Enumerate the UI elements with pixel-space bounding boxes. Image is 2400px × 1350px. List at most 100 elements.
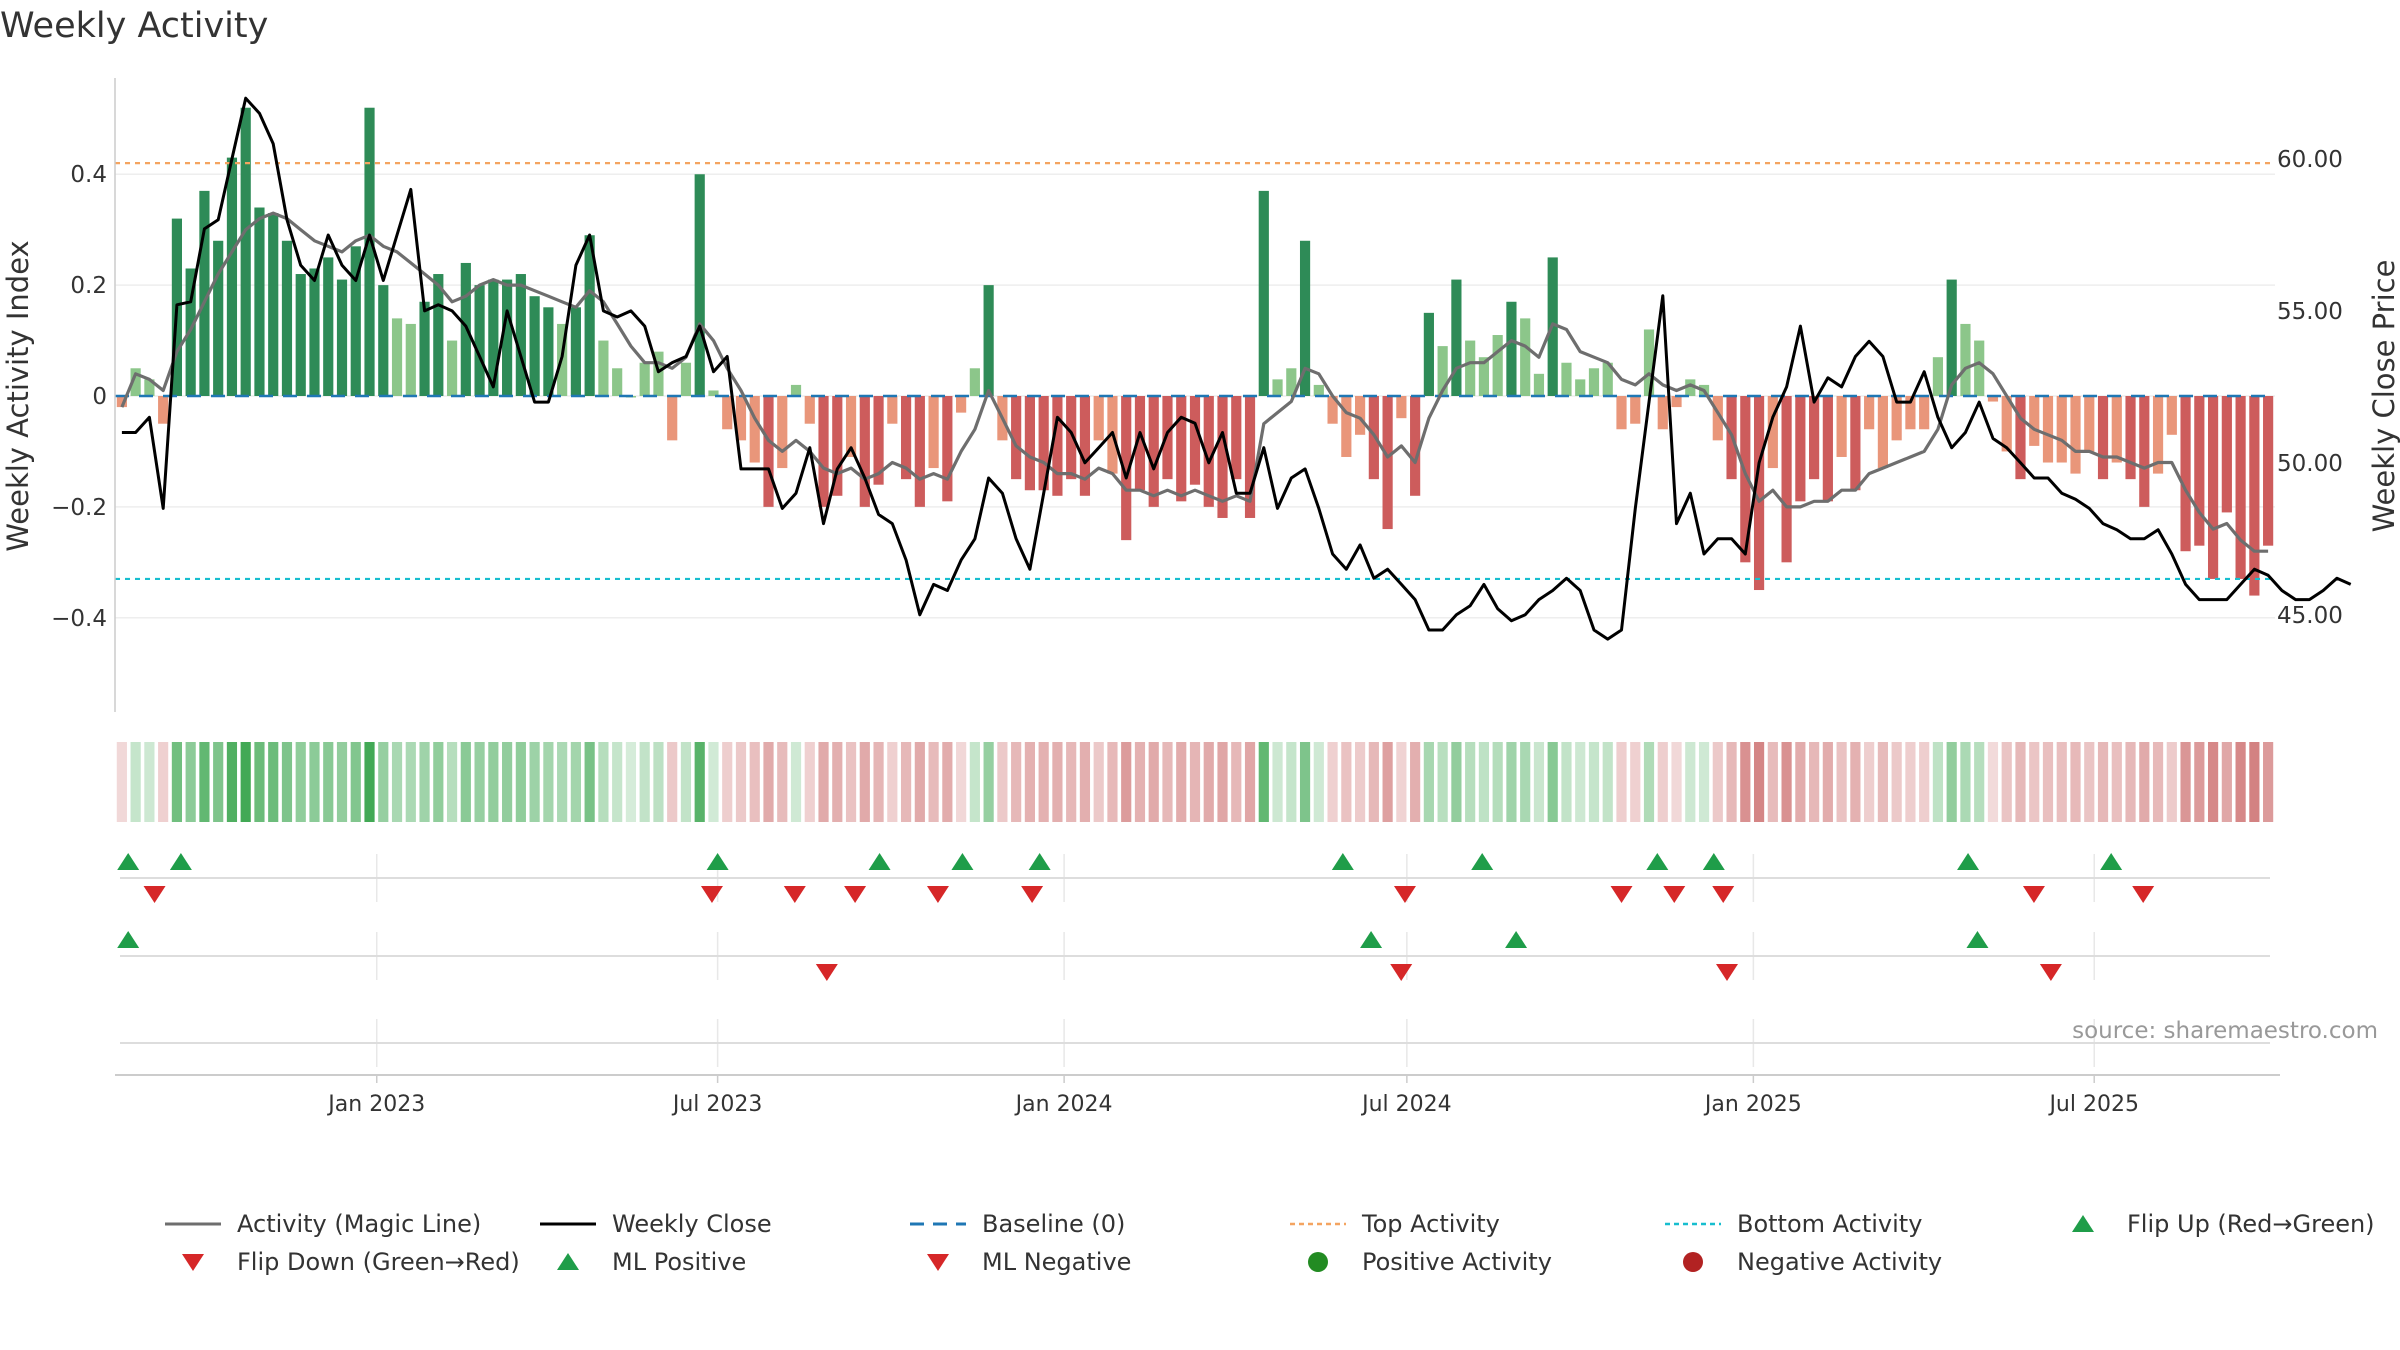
activity-heat-strip (116, 742, 2274, 822)
activity-bar (2029, 396, 2040, 446)
heat-cell (1107, 742, 1118, 822)
activity-bar (845, 396, 857, 457)
activity-bar (639, 362, 650, 396)
activity-bar (708, 390, 719, 396)
activity-bar (2249, 396, 2260, 596)
x-tick-label: Jul 2025 (2047, 1092, 2139, 1117)
flip-down-marker (1715, 964, 1738, 981)
heat-cell (653, 742, 664, 822)
activity-bar (2263, 396, 2274, 546)
heat-cell (1451, 742, 1462, 822)
activity-bar (1024, 396, 1035, 491)
flip-down-marker (815, 964, 838, 981)
heat-cell (722, 742, 733, 822)
heat-cell (2056, 742, 2067, 822)
activity-bar (1052, 396, 1063, 496)
activity-bar (1643, 329, 1655, 396)
heat-cell (2029, 742, 2040, 822)
heat-cell (1506, 742, 1517, 822)
flip-up-marker (1331, 853, 1354, 870)
activity-bar (1478, 357, 1490, 396)
flip-down-marker (1663, 886, 1686, 903)
heat-cell (557, 742, 568, 822)
activity-bar (199, 190, 210, 396)
heat-cell (1286, 742, 1297, 822)
heat-cell (1465, 742, 1476, 822)
activity-bar (1616, 396, 1627, 430)
activity-bar (116, 396, 127, 408)
heat-cell (1478, 742, 1490, 822)
activity-bar (2152, 396, 2164, 474)
flip-up-marker (1957, 853, 1980, 870)
heat-cell (336, 742, 348, 822)
heat-cell (639, 742, 650, 822)
activity-bars (116, 107, 2274, 596)
flip-down-marker (2039, 964, 2062, 981)
activity-bar (2180, 396, 2191, 552)
heat-cell (584, 742, 595, 822)
heat-cell (1753, 742, 1765, 822)
axes: −0.4 −0.2 0 0.2 0.4 45.00 50.00 55.00 60.00 Jan 2… (1, 78, 2400, 1117)
legend-label: Negative Activity (1737, 1248, 1942, 1276)
heat-cell (295, 742, 306, 822)
activity-bar (1520, 318, 1531, 396)
heat-cell (2180, 742, 2191, 822)
heat-cell (130, 742, 141, 822)
heat-cell (1148, 742, 1159, 822)
activity-bar (1423, 312, 1434, 396)
activity-bar (1657, 396, 1668, 430)
activity-bar (474, 285, 485, 396)
activity-bar (2084, 396, 2095, 452)
activity-bar (887, 396, 898, 424)
activity-bar (2166, 396, 2177, 435)
heat-cell (281, 742, 293, 822)
activity-bar (543, 307, 554, 396)
heat-cell (240, 742, 251, 822)
activity-bar (1932, 357, 1944, 396)
heat-cell (460, 742, 471, 822)
heat-cell (1162, 742, 1173, 822)
activity-bar (694, 174, 705, 396)
heat-cell (226, 742, 238, 822)
heat-cell (845, 742, 857, 822)
heat-cell (185, 742, 196, 822)
activity-bar (1327, 396, 1338, 424)
weekly-close-line (121, 96, 2352, 641)
heat-cell (1024, 742, 1035, 822)
activity-bar (281, 240, 293, 396)
activity-bar (1162, 396, 1173, 480)
activity-bar (2235, 396, 2246, 579)
heat-cell (213, 742, 224, 822)
heat-cell (502, 742, 513, 822)
activity-bar (1905, 396, 1916, 430)
activity-bar (956, 396, 967, 413)
activity-bar (515, 274, 526, 396)
activity-bar (2070, 396, 2081, 474)
heat-cell (268, 742, 279, 822)
activity-bar (928, 396, 939, 469)
heat-cell (515, 742, 526, 822)
heat-cell (1561, 742, 1572, 822)
legend-label: Flip Down (Green→Red) (237, 1248, 520, 1276)
heat-cell (1616, 742, 1627, 822)
legend-label: Flip Up (Red→Green) (2127, 1210, 2375, 1238)
activity-bar (419, 301, 430, 396)
activity-bar (323, 257, 334, 396)
heat-cell (364, 742, 375, 822)
activity-bar (1822, 396, 1833, 502)
heat-cell (158, 742, 169, 822)
flip-up-marker (1505, 931, 1528, 948)
heat-cell (1396, 742, 1407, 822)
source-credit: source: sharemaestro.com (2072, 1018, 2378, 1044)
activity-bar (1355, 396, 1366, 435)
heat-cell (1410, 742, 1421, 822)
activity-bar (1712, 396, 1723, 441)
heat-cell (2125, 742, 2136, 822)
activity-bar (818, 396, 829, 507)
heat-cell (1052, 742, 1063, 822)
heat-cell (2111, 742, 2122, 822)
activity-bar (1079, 396, 1091, 496)
heat-cell (804, 742, 815, 822)
activity-bar (749, 396, 760, 463)
